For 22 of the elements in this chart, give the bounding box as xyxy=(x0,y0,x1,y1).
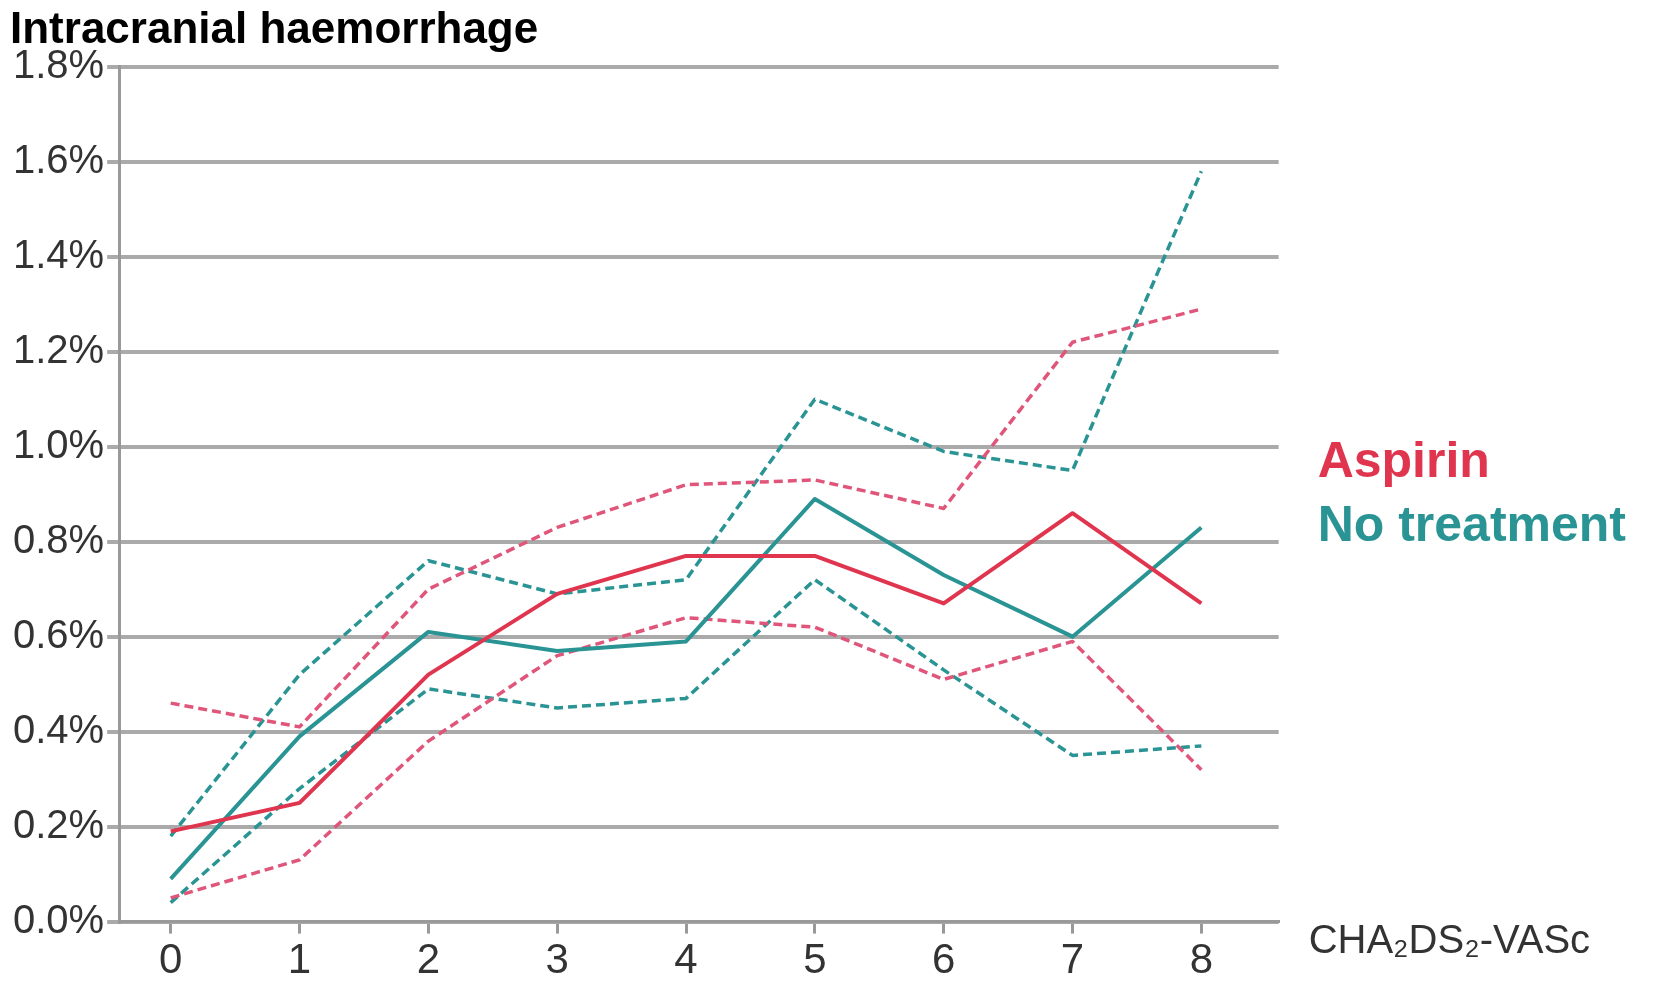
x-tick-label: 6 xyxy=(931,935,956,983)
x-tick-label: 3 xyxy=(545,935,569,983)
x-tick-label: 7 xyxy=(1060,935,1085,983)
x-tick-label: 8 xyxy=(1189,935,1214,983)
text: Aspirin xyxy=(1317,431,1490,488)
y-tick-label: 1.2% xyxy=(13,326,105,371)
x-tick-label: 5 xyxy=(803,935,827,983)
text: No treatment xyxy=(1317,495,1627,552)
x-tick-label: 4 xyxy=(674,935,698,983)
y-tick-label: 1.0% xyxy=(13,421,105,466)
x-tick-label: 2 xyxy=(416,935,441,983)
y-tick-label: 1.6% xyxy=(13,136,105,181)
y-tick-label: 0.4% xyxy=(13,706,105,751)
line-series xyxy=(168,169,1204,838)
x-axis-title: CHA₂DS₂-VASc xyxy=(1308,916,1591,961)
y-tick-label: 1.4% xyxy=(13,231,105,276)
x-tick-label: 0 xyxy=(159,935,183,983)
x-tick-label: 1 xyxy=(287,935,312,983)
y-tick-label: 0.6% xyxy=(13,611,105,656)
y-tick-label: 0.0% xyxy=(13,896,105,941)
y-tick-label: 0.2% xyxy=(13,801,105,846)
y-tick-label: 0.8% xyxy=(13,516,105,561)
